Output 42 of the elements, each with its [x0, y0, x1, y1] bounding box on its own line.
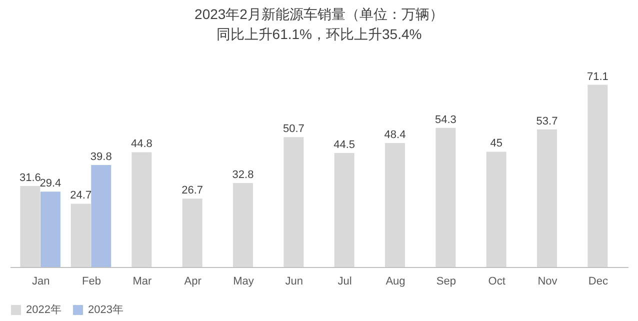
chart-title: 2023年2月新能源车销量（单位：万辆）	[194, 6, 444, 22]
bar	[182, 198, 202, 267]
x-tick-label: Jun	[285, 276, 304, 288]
data-label: 50.7	[282, 123, 304, 136]
data-label: 54.3	[434, 114, 456, 126]
x-tick-label: Sep	[436, 276, 456, 288]
data-label: 44.8	[130, 138, 152, 150]
bar	[537, 129, 557, 267]
bar	[132, 152, 152, 267]
bar	[588, 84, 608, 267]
x-tick-label: May	[233, 276, 254, 288]
legend-label: 2023年	[88, 304, 124, 316]
bar	[40, 192, 60, 267]
bar	[284, 137, 304, 267]
data-label: 32.8	[232, 168, 254, 181]
x-tick-label: Dec	[588, 276, 608, 288]
data-label: 53.7	[536, 115, 558, 128]
x-tick-label: Nov	[538, 276, 558, 288]
data-label: 71.1	[586, 70, 608, 83]
bar	[91, 165, 112, 267]
data-label: 44.5	[334, 138, 356, 151]
bar	[385, 142, 405, 267]
x-tick-label: Jan	[32, 276, 50, 288]
x-tick-label: Apr	[184, 276, 202, 288]
data-label: 39.8	[90, 151, 112, 164]
x-tick-label: Jul	[338, 276, 352, 288]
data-label: 26.7	[182, 184, 204, 197]
data-label: 29.4	[40, 178, 62, 190]
x-tick-label: Aug	[386, 276, 406, 288]
bar	[486, 152, 506, 267]
x-tick-label: Mar	[132, 276, 152, 288]
data-label: 24.7	[70, 190, 92, 202]
chart-subtitle: 同比上升61.1%，环比上升35.4%	[216, 26, 422, 42]
bar	[233, 182, 253, 267]
legend-label: 2022年	[26, 304, 62, 316]
x-tick-label: Feb	[82, 276, 101, 288]
x-tick-label: Oct	[488, 276, 506, 288]
data-label: 31.6	[19, 172, 41, 184]
bar	[436, 128, 456, 267]
bar	[334, 152, 354, 267]
data-label: 45	[490, 138, 502, 150]
data-label: 48.4	[384, 128, 406, 141]
